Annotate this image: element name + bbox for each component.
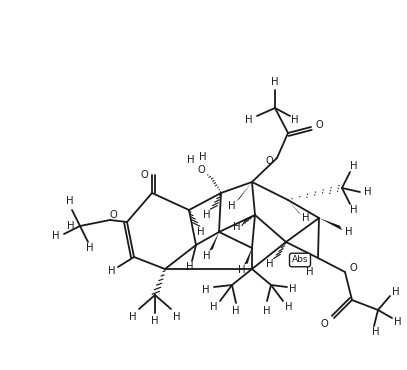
- Text: H: H: [394, 317, 402, 327]
- Text: H: H: [345, 227, 353, 237]
- Polygon shape: [236, 182, 252, 201]
- Text: O: O: [315, 120, 323, 130]
- Polygon shape: [288, 200, 302, 215]
- Text: H: H: [350, 161, 358, 171]
- Text: H: H: [245, 115, 253, 125]
- Text: H: H: [233, 222, 241, 232]
- Text: H: H: [228, 201, 236, 211]
- Polygon shape: [319, 218, 342, 230]
- Text: H: H: [266, 259, 274, 269]
- Text: H: H: [392, 287, 400, 297]
- Text: H: H: [302, 213, 310, 223]
- Text: H: H: [52, 231, 60, 241]
- Text: H: H: [86, 243, 94, 253]
- Text: H: H: [238, 265, 246, 275]
- Text: H: H: [66, 196, 74, 206]
- Text: H: H: [271, 77, 279, 87]
- Text: H: H: [306, 267, 314, 277]
- Text: H: H: [289, 284, 297, 294]
- Text: H: H: [291, 115, 299, 125]
- Text: H: H: [199, 152, 207, 162]
- Text: H: H: [232, 306, 240, 316]
- Text: H: H: [197, 227, 205, 237]
- Text: H: H: [202, 285, 210, 295]
- Text: H: H: [151, 316, 159, 326]
- Text: H: H: [350, 205, 358, 215]
- Text: H: H: [285, 302, 293, 312]
- Text: H: H: [372, 327, 380, 337]
- Text: H: H: [186, 262, 194, 272]
- Text: O: O: [349, 263, 357, 273]
- Text: O: O: [109, 210, 117, 220]
- Text: H: H: [129, 312, 137, 322]
- Text: O: O: [320, 319, 328, 329]
- Text: H: H: [108, 266, 116, 276]
- Text: H: H: [203, 210, 211, 220]
- Polygon shape: [209, 232, 219, 251]
- Text: H: H: [173, 312, 181, 322]
- Text: H: H: [364, 187, 372, 197]
- Text: O: O: [140, 170, 148, 180]
- Text: O: O: [265, 156, 273, 166]
- Text: H: H: [187, 155, 195, 165]
- Text: H: H: [263, 306, 271, 316]
- Text: H: H: [203, 251, 211, 261]
- Text: O: O: [197, 165, 205, 175]
- Text: H: H: [66, 221, 74, 231]
- Text: Abs: Abs: [292, 256, 308, 265]
- Text: H: H: [210, 302, 218, 312]
- Polygon shape: [244, 248, 252, 265]
